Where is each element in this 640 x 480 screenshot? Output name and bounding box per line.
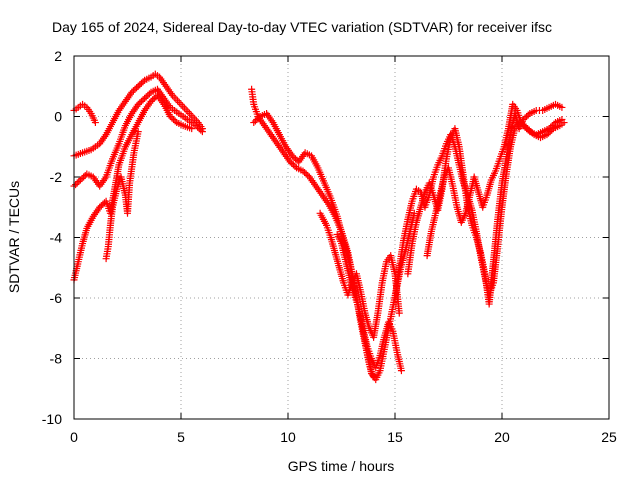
data-point xyxy=(197,126,205,134)
data-point xyxy=(523,113,531,120)
data-point xyxy=(73,179,81,187)
data-point xyxy=(288,159,296,167)
data-point xyxy=(255,114,263,122)
data-point xyxy=(142,93,150,101)
data-point xyxy=(524,111,532,119)
data-point xyxy=(171,117,179,125)
data-point xyxy=(97,202,105,210)
data-point xyxy=(548,126,556,134)
data-point xyxy=(145,90,153,98)
y-tick-label: -4 xyxy=(50,230,63,246)
data-point xyxy=(545,129,553,137)
data-series xyxy=(70,70,206,284)
data-point xyxy=(560,119,568,127)
data-point xyxy=(250,119,258,127)
x-axis-label: GPS time / hours xyxy=(288,458,395,474)
data-point xyxy=(137,79,145,87)
data-point xyxy=(198,128,206,136)
data-point xyxy=(251,117,259,125)
data-point xyxy=(543,131,551,139)
data-layer xyxy=(70,70,568,384)
data-point xyxy=(141,94,149,102)
data-point xyxy=(525,126,533,134)
data-point xyxy=(96,203,104,211)
data-point xyxy=(291,162,299,170)
data-point xyxy=(128,88,136,96)
data-point xyxy=(134,100,142,108)
data-point xyxy=(99,200,107,208)
data-point xyxy=(558,103,566,111)
data-point xyxy=(520,122,528,130)
data-point xyxy=(517,119,525,127)
data-point xyxy=(522,123,530,131)
data-point xyxy=(139,78,147,86)
data-point xyxy=(80,173,88,181)
data-point xyxy=(397,367,405,375)
y-tick-label: -2 xyxy=(50,169,63,185)
data-point xyxy=(519,120,527,128)
data-point xyxy=(136,99,144,107)
data-point xyxy=(134,82,142,90)
data-point xyxy=(528,129,536,137)
data-series xyxy=(391,100,568,308)
data-point xyxy=(149,96,157,104)
data-point xyxy=(301,168,309,176)
data-point xyxy=(289,161,297,169)
data-point xyxy=(192,122,200,130)
data-point xyxy=(150,94,158,102)
data-point xyxy=(195,125,203,133)
x-tick-label: 20 xyxy=(494,429,510,445)
data-point xyxy=(290,153,298,161)
data-point xyxy=(170,116,178,124)
y-tick-label: -10 xyxy=(42,411,62,427)
data-point xyxy=(299,167,307,175)
data-point xyxy=(76,176,84,184)
data-series xyxy=(248,85,418,384)
data-point xyxy=(168,114,176,122)
data-point xyxy=(136,81,144,89)
x-tick-label: 0 xyxy=(70,429,78,445)
data-point xyxy=(134,128,142,136)
y-tick-label: -6 xyxy=(50,290,63,306)
x-tick-label: 15 xyxy=(387,429,403,445)
data-point xyxy=(131,85,139,93)
data-point xyxy=(129,87,137,95)
data-point xyxy=(188,125,196,133)
data-point xyxy=(546,128,554,136)
data-point xyxy=(147,97,155,105)
data-point xyxy=(194,123,202,131)
x-tick-label: 25 xyxy=(601,429,617,445)
y-tick-label: 0 xyxy=(54,109,62,125)
data-point xyxy=(133,84,141,92)
data-point xyxy=(75,178,83,186)
chart-title: Day 165 of 2024, Sidereal Day-to-day VTE… xyxy=(52,19,552,35)
data-point xyxy=(166,113,174,120)
data-point xyxy=(253,116,261,124)
data-point xyxy=(144,91,152,99)
data-point xyxy=(395,309,403,317)
data-point xyxy=(139,96,147,104)
data-point xyxy=(288,152,296,160)
data-point xyxy=(291,155,299,163)
data-point xyxy=(72,181,80,189)
data-point xyxy=(524,125,532,133)
data-point xyxy=(91,119,99,127)
data-point xyxy=(527,128,535,136)
x-tick-label: 5 xyxy=(177,429,185,445)
data-point xyxy=(137,97,145,105)
data-point xyxy=(286,158,294,166)
y-axis-label: SDTVAR / TECUs xyxy=(6,181,22,293)
y-tick-label: -8 xyxy=(50,351,63,367)
x-tick-label: 10 xyxy=(280,429,296,445)
tick-layer: 0 5 10 15 20 25 -10 -8 -6 -4 -2 0 2 xyxy=(42,48,617,445)
data-point xyxy=(78,175,86,183)
data-point xyxy=(302,170,310,178)
y-tick-label: 2 xyxy=(54,48,62,64)
